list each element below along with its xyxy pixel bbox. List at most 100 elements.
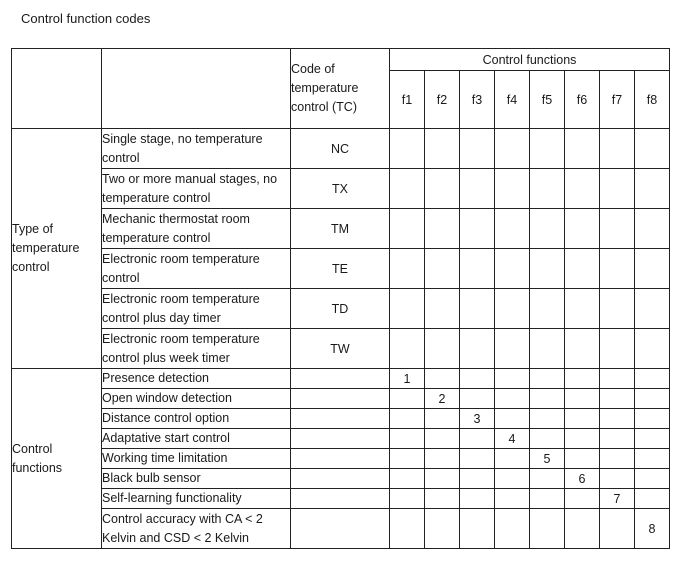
- f-cell: [564, 448, 600, 469]
- f-cell: [634, 488, 670, 509]
- f-cell: 1: [389, 368, 425, 389]
- f-cell: [389, 288, 425, 329]
- f-cell: [634, 448, 670, 469]
- table-row: Distance control option 3: [12, 408, 670, 429]
- table-row: Two or more manual stages, no temperatur…: [12, 168, 670, 209]
- f-cell: 8: [634, 508, 670, 549]
- f-cell: 2: [424, 388, 460, 409]
- column-header-f6: f6: [564, 70, 600, 129]
- f-cell: [459, 428, 495, 449]
- f-cell: [599, 408, 635, 429]
- f-cell: [389, 408, 425, 429]
- f-cell: [389, 388, 425, 409]
- f-cell: [564, 408, 600, 429]
- f-cell: [424, 288, 460, 329]
- f-cell: [634, 388, 670, 409]
- f-cell: [494, 208, 530, 249]
- f-cell: [424, 128, 460, 169]
- description-cell: Two or more manual stages, no temperatur…: [101, 168, 291, 209]
- f-cell: [529, 248, 565, 289]
- table-row: Mechanic thermostat room temperature con…: [12, 208, 670, 249]
- f-cell: [634, 428, 670, 449]
- row-group-label-type-of-temperature-control: Type of temperature control: [11, 128, 102, 369]
- description-cell: Open window detection: [101, 388, 291, 409]
- f-cell: [389, 488, 425, 509]
- table-row: Working time limitation 5: [12, 448, 670, 469]
- f-cell: [564, 488, 600, 509]
- f-cell: [599, 128, 635, 169]
- f-cell: [529, 408, 565, 429]
- f-cell: [494, 468, 530, 489]
- f-cell: [424, 468, 460, 489]
- page-title: Control function codes: [21, 11, 151, 26]
- f-cell: [529, 128, 565, 169]
- f-cell: [529, 388, 565, 409]
- f-cell: [424, 168, 460, 209]
- f-cell: [599, 288, 635, 329]
- f-cell: [564, 328, 600, 369]
- f-cell: [564, 428, 600, 449]
- description-cell: Mechanic thermostat room temperature con…: [101, 208, 291, 249]
- f-cell: [599, 428, 635, 449]
- column-header-f1: f1: [389, 70, 425, 129]
- table-row: Electronic room temperature control plus…: [12, 328, 670, 369]
- f-cell: 6: [564, 468, 600, 489]
- f-cell: [459, 448, 495, 469]
- code-cell: [290, 428, 390, 449]
- f-cell: [564, 288, 600, 329]
- table-row: Adaptative start control 4: [12, 428, 670, 449]
- empty-header-cell-group: [11, 48, 102, 129]
- f-cell: [599, 368, 635, 389]
- empty-header-cell-description: [101, 48, 291, 129]
- f-cell: [529, 488, 565, 509]
- f-cell: [494, 168, 530, 209]
- f-cell: [459, 128, 495, 169]
- f-cell: [494, 288, 530, 329]
- f-cell: 5: [529, 448, 565, 469]
- f-cell: [494, 368, 530, 389]
- f-cell: [634, 368, 670, 389]
- table-row: Control accuracy with CA < 2 Kelvin and …: [12, 508, 670, 549]
- code-cell: TE: [290, 248, 390, 289]
- code-cell: [290, 408, 390, 429]
- table-row: Electronic room temperature control TE: [12, 248, 670, 289]
- code-cell: [290, 448, 390, 469]
- f-cell: [634, 288, 670, 329]
- column-header-f8: f8: [634, 70, 670, 129]
- code-cell: TD: [290, 288, 390, 329]
- f-cell: [389, 428, 425, 449]
- table-row: Electronic room temperature control plus…: [12, 288, 670, 329]
- description-cell: Self-learning functionality: [101, 488, 291, 509]
- f-cell: [389, 468, 425, 489]
- f-cell: 4: [494, 428, 530, 449]
- code-cell: TM: [290, 208, 390, 249]
- f-cell: [564, 128, 600, 169]
- f-cell: [459, 368, 495, 389]
- f-cell: [424, 488, 460, 509]
- f-cell: [564, 248, 600, 289]
- f-cell: [634, 328, 670, 369]
- f-cell: [564, 168, 600, 209]
- f-cell: [599, 468, 635, 489]
- code-cell: NC: [290, 128, 390, 169]
- f-cell: [389, 128, 425, 169]
- f-cell: [389, 208, 425, 249]
- f-cell: [424, 328, 460, 369]
- f-cell: [424, 208, 460, 249]
- f-cell: [529, 508, 565, 549]
- f-cell: [634, 468, 670, 489]
- f-cell: [494, 128, 530, 169]
- f-cell: [599, 388, 635, 409]
- f-cell: [529, 168, 565, 209]
- f-cell: [494, 448, 530, 469]
- f-cell: [389, 508, 425, 549]
- f-cell: [564, 388, 600, 409]
- f-cell: [529, 368, 565, 389]
- f-cell: [599, 328, 635, 369]
- description-cell: Single stage, no temperature control: [101, 128, 291, 169]
- f-cell: [459, 288, 495, 329]
- f-cell: [599, 168, 635, 209]
- f-cell: [424, 408, 460, 429]
- f-cell: [634, 408, 670, 429]
